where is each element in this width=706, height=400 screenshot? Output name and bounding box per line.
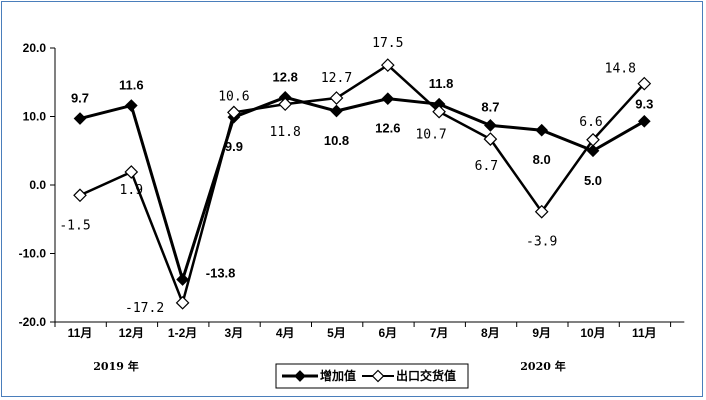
axes: 20.0 10.0 0.0 -10.0 -20.0 11月 12月 1-2月 3月 4月 5月 6月 7… xyxy=(19,41,685,373)
data-label-export-value: -3.9 xyxy=(526,235,557,250)
point-export-value xyxy=(380,58,395,72)
point-export-value xyxy=(175,295,190,310)
x-tick-label: 6月 xyxy=(378,326,397,340)
series-line-added-value xyxy=(79,95,646,285)
point-export-value xyxy=(73,188,87,203)
point-added-value xyxy=(73,112,87,125)
data-label-export-value: 10.7 xyxy=(415,128,446,143)
point-added-value xyxy=(535,123,549,137)
markers xyxy=(73,58,652,310)
data-label-export-value: -1.5 xyxy=(59,218,90,233)
point-export-value xyxy=(432,104,446,119)
y-tick-label: -20.0 xyxy=(19,315,47,329)
data-label-export-value: 14.8 xyxy=(605,62,636,77)
point-added-value xyxy=(176,273,189,286)
year-label: 2020 年 xyxy=(520,359,565,373)
point-export-value xyxy=(483,132,498,146)
data-label-added-value: -13.8 xyxy=(206,266,236,281)
x-tick-label: 7月 xyxy=(430,326,449,340)
point-added-value xyxy=(637,114,651,128)
data-labels: 9.7 11.6 -13.8 9.9 12.8 10.8 12.6 11.8 8.7 8.0 5.0… xyxy=(59,36,653,316)
point-export-value xyxy=(637,76,652,91)
x-tick-label: 3月 xyxy=(225,326,244,340)
point-export-value xyxy=(124,165,139,179)
point-added-value xyxy=(330,104,343,118)
series-lines xyxy=(79,63,646,307)
data-label-added-value: 8.0 xyxy=(533,152,551,167)
point-export-value xyxy=(586,132,600,147)
x-tick-label: 12月 xyxy=(119,326,144,340)
point-export-value xyxy=(227,105,241,120)
y-tick-label: 10.0 xyxy=(23,110,47,124)
data-label-added-value: 5.0 xyxy=(584,173,602,188)
data-label-added-value: 8.7 xyxy=(481,99,499,114)
series-line-export-value xyxy=(79,63,646,307)
data-label-export-value: 17.5 xyxy=(372,36,403,51)
point-added-value xyxy=(381,92,395,106)
point-added-value xyxy=(124,99,138,112)
legend-swatch-marker-added-value xyxy=(294,370,306,382)
data-label-export-value: 6.6 xyxy=(579,115,602,130)
x-tick-label: 1-2月 xyxy=(168,326,197,340)
x-tick-label: 11月 xyxy=(632,326,657,340)
x-tick-label: 4月 xyxy=(276,326,295,340)
y-tick-label: -10.0 xyxy=(19,247,47,261)
point-added-value xyxy=(586,144,600,158)
data-label-export-value: 1.9 xyxy=(120,183,143,198)
legend: 增加值 出口交货值 xyxy=(275,363,469,389)
point-export-value xyxy=(329,91,344,105)
legend-label-added-value: 增加值 xyxy=(320,368,356,383)
x-tick-label: 10月 xyxy=(580,326,605,340)
data-label-export-value: -17.2 xyxy=(125,301,164,316)
data-label-added-value: 10.8 xyxy=(324,133,349,148)
data-label-added-value: 9.3 xyxy=(635,96,653,111)
data-label-export-value: 10.6 xyxy=(218,89,249,104)
data-label-export-value: 11.8 xyxy=(270,125,301,140)
year-label: 2019 年 xyxy=(93,359,138,373)
x-tick-label: 8月 xyxy=(481,326,500,340)
data-label-added-value: 12.8 xyxy=(273,69,298,84)
data-label-added-value: 11.6 xyxy=(119,78,144,93)
point-added-value xyxy=(484,119,497,132)
data-label-added-value: 11.8 xyxy=(429,76,454,91)
legend-swatch-marker-export-value xyxy=(371,369,385,383)
point-export-value xyxy=(278,97,293,112)
data-label-export-value: 6.7 xyxy=(475,159,498,174)
point-export-value xyxy=(534,204,549,219)
y-tick-label: 0.0 xyxy=(29,178,46,192)
data-label-export-value: 12.7 xyxy=(321,71,352,86)
x-tick-label: 11月 xyxy=(68,326,93,340)
data-label-added-value: 9.9 xyxy=(225,139,243,154)
y-tick-label: 20.0 xyxy=(23,41,47,55)
x-tick-label: 5月 xyxy=(327,326,346,340)
legend-label-export-value: 出口交货值 xyxy=(396,368,456,383)
data-label-added-value: 9.7 xyxy=(71,91,89,106)
data-label-added-value: 12.6 xyxy=(375,121,400,136)
x-tick-label: 9月 xyxy=(532,326,551,340)
